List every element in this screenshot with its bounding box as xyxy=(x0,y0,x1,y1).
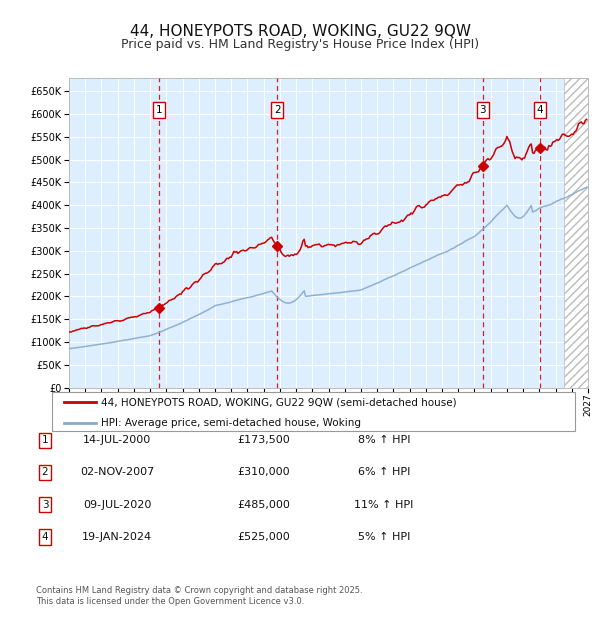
Text: Price paid vs. HM Land Registry's House Price Index (HPI): Price paid vs. HM Land Registry's House … xyxy=(121,38,479,51)
Text: £173,500: £173,500 xyxy=(238,435,290,445)
Text: 3: 3 xyxy=(41,500,49,510)
Text: 4: 4 xyxy=(41,532,49,542)
Text: 11% ↑ HPI: 11% ↑ HPI xyxy=(355,500,413,510)
Text: 2: 2 xyxy=(41,467,49,477)
Text: £525,000: £525,000 xyxy=(238,532,290,542)
Text: 14-JUL-2000: 14-JUL-2000 xyxy=(83,435,151,445)
Bar xyxy=(563,78,588,388)
FancyBboxPatch shape xyxy=(52,392,575,431)
Text: Contains HM Land Registry data © Crown copyright and database right 2025.
This d: Contains HM Land Registry data © Crown c… xyxy=(36,585,362,606)
Text: 1: 1 xyxy=(41,435,49,445)
Text: 5% ↑ HPI: 5% ↑ HPI xyxy=(358,532,410,542)
Text: 6% ↑ HPI: 6% ↑ HPI xyxy=(358,467,410,477)
Text: 44, HONEYPOTS ROAD, WOKING, GU22 9QW (semi-detached house): 44, HONEYPOTS ROAD, WOKING, GU22 9QW (se… xyxy=(101,397,457,407)
Text: 8% ↑ HPI: 8% ↑ HPI xyxy=(358,435,410,445)
Text: 1: 1 xyxy=(155,105,162,115)
Text: 3: 3 xyxy=(479,105,486,115)
Text: 44, HONEYPOTS ROAD, WOKING, GU22 9QW: 44, HONEYPOTS ROAD, WOKING, GU22 9QW xyxy=(130,24,470,38)
Text: 09-JUL-2020: 09-JUL-2020 xyxy=(83,500,151,510)
Text: £310,000: £310,000 xyxy=(238,467,290,477)
Text: HPI: Average price, semi-detached house, Woking: HPI: Average price, semi-detached house,… xyxy=(101,418,361,428)
Text: 19-JAN-2024: 19-JAN-2024 xyxy=(82,532,152,542)
Text: 4: 4 xyxy=(537,105,544,115)
Text: £485,000: £485,000 xyxy=(238,500,290,510)
Text: 02-NOV-2007: 02-NOV-2007 xyxy=(80,467,154,477)
Text: 2: 2 xyxy=(274,105,281,115)
